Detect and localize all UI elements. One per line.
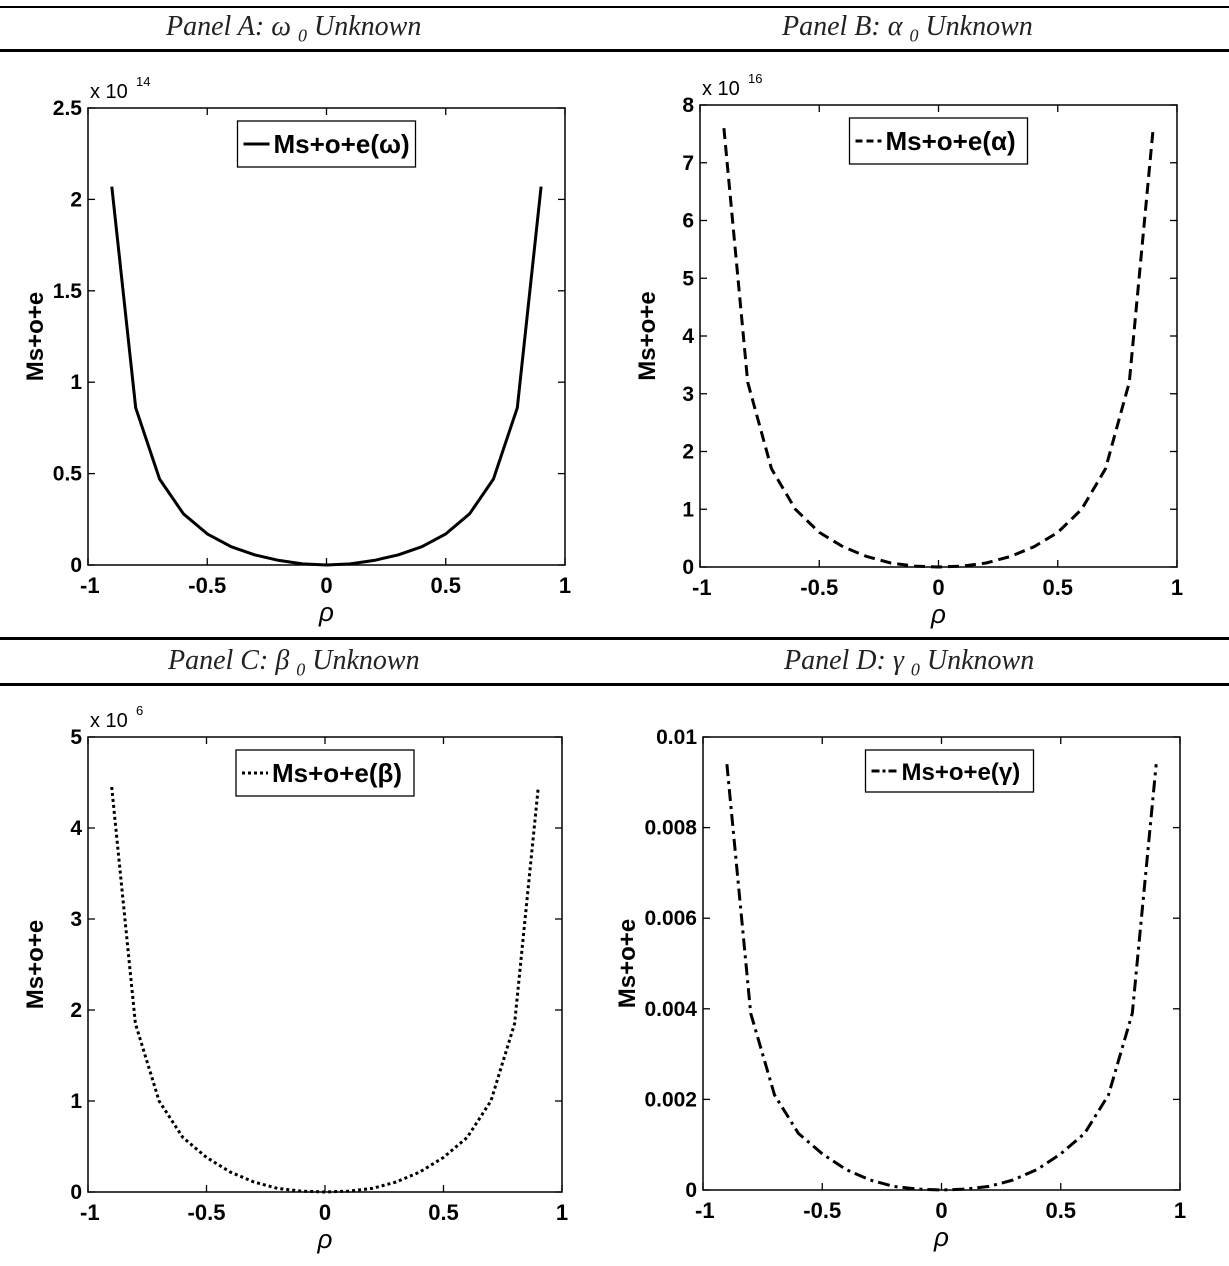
panel-a-title-symbol: ω (271, 11, 292, 42)
series-line-d (725, 764, 1158, 1192)
y-tick-label-d-2: 0.004 (644, 998, 697, 1021)
y-tick-label-b-8: 8 (682, 94, 694, 117)
y-tick-label-c-4: 4 (70, 817, 82, 840)
y-axis-label-a: Ms+o+e (22, 292, 49, 381)
panel-d-title-symbol: γ (892, 645, 904, 676)
y-axis-label-c: Ms+o+e (22, 920, 49, 1009)
panel-a-title: Panel A: ω 0 Unknown (166, 11, 421, 47)
y-tick-label-b-0: 0 (682, 556, 694, 579)
legend-box-c (235, 749, 415, 797)
panel-c-title: Panel C: β 0 Unknown (168, 645, 420, 681)
y-tick-label-b-6: 6 (682, 210, 694, 233)
table-rule-header-a (0, 49, 1229, 52)
y-tick-label-b-2: 2 (682, 441, 694, 464)
panel-a-title-sub: 0 (298, 25, 308, 46)
panel-d-title-prefix: Panel D: (784, 645, 893, 676)
y-tick-label-b-4: 4 (682, 325, 694, 348)
panel-d-title-sub: 0 (910, 659, 920, 680)
y-tick-label-c-0: 0 (70, 1181, 82, 1204)
x-tick-label-b-1: -0.5 (800, 575, 838, 600)
x-tick-label-c-1: -0.5 (188, 1200, 226, 1225)
y-axis-label-b: Ms+o+e (634, 291, 661, 380)
x-tick-label-d-4: 1 (1174, 1198, 1186, 1223)
x-tick-label-d-1: -0.5 (803, 1198, 841, 1223)
y-tick-label-b-3: 3 (682, 383, 694, 406)
y-tick-label-b-5: 5 (682, 267, 694, 290)
y-tick-label-a-0: 0 (70, 554, 82, 577)
panel-b-title-prefix: Panel B: (782, 11, 888, 42)
y-tick-label-b-1: 1 (682, 498, 694, 521)
panel-c-title-prefix: Panel C: (168, 645, 276, 676)
y-tick-label-d-0: 0 (685, 1179, 697, 1202)
series-line-c (110, 786, 540, 1194)
plot-frame-c (87, 736, 563, 1193)
panel-c-title-symbol: β (275, 645, 290, 676)
legend-label-b: Ms+o+e(α) (886, 126, 1016, 156)
y-tick-label-c-5: 5 (70, 726, 82, 749)
y-exponent-power-c: 6 (136, 703, 143, 718)
x-tick-label-c-0: -1 (80, 1200, 100, 1225)
y-tick-label-a-2: 1 (70, 371, 82, 394)
table-rule-header-c (0, 683, 1229, 686)
y-tick-label-c-1: 1 (70, 1090, 82, 1113)
x-axis-label-b: ρ (930, 599, 946, 629)
panel-d-title: Panel D: γ 0 Unknown (784, 645, 1034, 681)
panel-c-title-suffix: Unknown (305, 645, 420, 676)
plot-frame-a (87, 107, 566, 566)
panel-b-title-symbol: α (887, 11, 903, 42)
y-tick-label-d-5: 0.01 (656, 726, 697, 749)
y-tick-label-d-3: 0.006 (644, 907, 697, 930)
legend-label-a: Ms+o+e(ω) (274, 129, 410, 159)
x-tick-label-d-3: 0.5 (1045, 1198, 1076, 1223)
y-tick-label-a-3: 1.5 (53, 280, 83, 303)
y-exponent-base-a: x 10 (90, 81, 128, 103)
x-tick-label-c-2: 0 (319, 1200, 331, 1225)
x-tick-label-b-2: 0 (932, 575, 944, 600)
y-tick-label-d-4: 0.008 (644, 817, 697, 840)
y-tick-label-a-4: 2 (70, 188, 82, 211)
panel-d-title-suffix: Unknown (919, 645, 1035, 676)
y-tick-label-a-5: 2.5 (53, 97, 83, 120)
x-tick-label-a-2: 0 (320, 573, 332, 598)
y-tick-label-d-1: 0.002 (644, 1088, 697, 1111)
panel-c-title-sub: 0 (296, 659, 306, 680)
panel-b-title-suffix: Unknown (918, 11, 1033, 42)
y-exponent-base-b: x 10 (702, 78, 740, 100)
y-tick-label-b-7: 7 (682, 152, 694, 175)
x-tick-label-a-1: -0.5 (188, 573, 226, 598)
plot-frame-d (702, 736, 1181, 1191)
panel-a-title-suffix: Unknown (307, 11, 422, 42)
x-tick-label-d-2: 0 (935, 1198, 947, 1223)
x-tick-label-a-0: -1 (80, 573, 100, 598)
plot-frame-b (699, 104, 1178, 568)
x-tick-label-a-4: 1 (559, 573, 571, 598)
series-line-a (110, 186, 543, 567)
x-tick-label-b-3: 0.5 (1042, 575, 1073, 600)
y-tick-label-c-3: 3 (70, 908, 82, 931)
x-tick-label-c-3: 0.5 (428, 1200, 459, 1225)
y-exponent-power-b: 16 (748, 71, 762, 86)
x-tick-label-d-0: -1 (695, 1198, 715, 1223)
x-axis-label-c: ρ (317, 1224, 333, 1254)
x-axis-label-d: ρ (933, 1222, 949, 1252)
x-tick-label-b-4: 1 (1171, 575, 1183, 600)
panel-b-title: Panel B: α 0 Unknown (782, 11, 1033, 47)
y-tick-label-a-1: 0.5 (53, 463, 83, 486)
y-exponent-power-a: 14 (136, 74, 150, 89)
table-rule-top (0, 6, 1229, 8)
x-tick-label-c-4: 1 (556, 1200, 568, 1225)
y-exponent-base-c: x 10 (90, 710, 128, 732)
table-rule-middle (0, 637, 1229, 640)
legend-label-d: Ms+o+e(γ) (902, 759, 1021, 786)
panel-b-title-sub: 0 (909, 25, 919, 46)
x-tick-label-b-0: -1 (692, 575, 712, 600)
y-tick-label-c-2: 2 (70, 999, 82, 1022)
x-tick-label-a-3: 0.5 (430, 573, 461, 598)
x-axis-label-a: ρ (318, 597, 334, 627)
legend-label-c: Ms+o+e(β) (272, 758, 402, 788)
y-axis-label-d: Ms+o+e (614, 919, 641, 1008)
series-line-b (722, 127, 1155, 569)
panel-a-title-prefix: Panel A: (166, 11, 272, 42)
